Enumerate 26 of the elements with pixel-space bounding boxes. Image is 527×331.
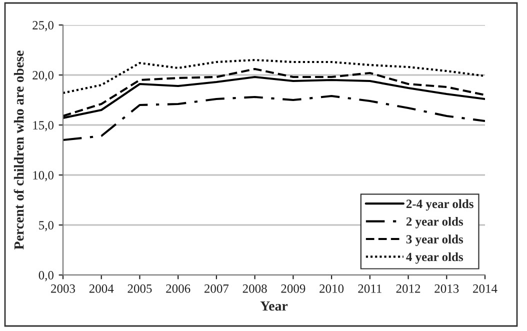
x-axis-title: Year: [260, 301, 288, 311]
y-tick-label: 10,0: [33, 171, 54, 182]
legend-label: 2 year olds: [406, 216, 464, 228]
x-tick-label: 2004: [89, 284, 114, 293]
legend-label: 2-4 year olds: [406, 199, 474, 211]
x-tick-label: 2010: [320, 284, 344, 293]
legend-label: 3 year olds: [406, 234, 464, 246]
y-tick-label: 25,0: [32, 21, 54, 32]
x-tick-label: 2011: [358, 284, 382, 293]
x-tick-label: 2005: [128, 284, 152, 293]
y-tick-label: 0,0: [38, 271, 54, 282]
x-tick-label: 2007: [204, 284, 229, 293]
x-tick-label: 2008: [242, 284, 267, 293]
y-tick-label: 20,0: [32, 71, 54, 82]
y-tick-label: 15,0: [33, 121, 54, 132]
x-tick-label: 2003: [51, 284, 76, 293]
x-tick-label: 2009: [281, 284, 306, 293]
x-tick-label: 2014: [473, 284, 498, 293]
line-series: [63, 94, 485, 142]
x-tick-label: 2006: [166, 284, 190, 293]
y-tick-label: 5,0: [39, 221, 54, 232]
x-tick-label: 2013: [434, 284, 459, 293]
x-tick-label: 2012: [396, 284, 420, 293]
legend-label: 4 year olds: [406, 252, 464, 264]
line-series: [63, 58, 485, 94]
y-axis-title: Percent of children who are obese: [14, 50, 24, 250]
